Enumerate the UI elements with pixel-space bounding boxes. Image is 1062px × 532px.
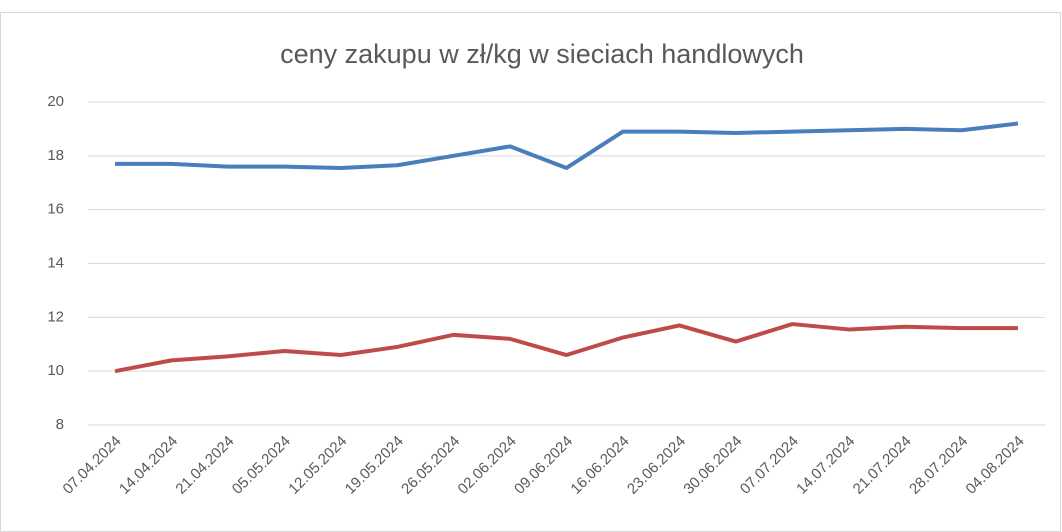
chart-title: ceny zakupu w zł/kg w sieciach handlowyc…: [280, 39, 804, 69]
y-tick-label: 12: [47, 308, 64, 325]
line-series: [115, 121, 1019, 170]
y-tick-label: 18: [47, 147, 64, 164]
line-series: [114, 322, 1018, 374]
chart-border: [0, 12, 1061, 532]
y-tick-label: 10: [47, 362, 64, 379]
y-tick-label: 16: [47, 201, 64, 218]
y-tick-label: 14: [47, 254, 64, 271]
y-tick-label: 20: [47, 93, 64, 110]
y-tick-label: 8: [56, 416, 64, 433]
